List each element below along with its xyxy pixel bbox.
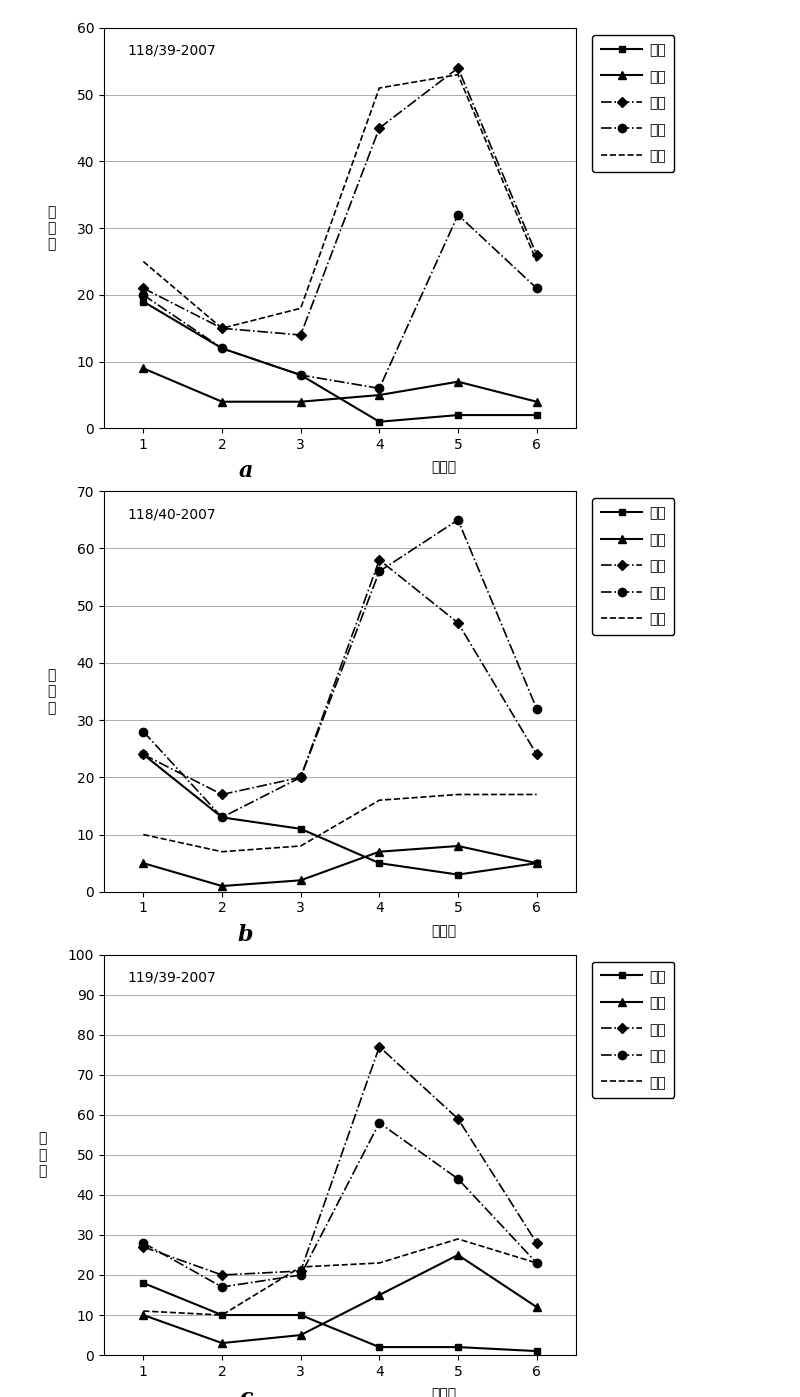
Text: 波段值: 波段值: [431, 923, 457, 937]
Legend: 水体, 阴影, 建筑, 农地, 森林: 水体, 阴影, 建筑, 农地, 森林: [592, 35, 674, 172]
Text: 波段值: 波段值: [431, 1387, 457, 1397]
Y-axis label: 亮
度
值: 亮 度 值: [47, 668, 56, 715]
Y-axis label: 亮
度
值: 亮 度 值: [47, 205, 56, 251]
Y-axis label: 亮
度
值: 亮 度 值: [38, 1132, 47, 1178]
Legend: 水体, 阴影, 建筑, 农地, 森林: 水体, 阴影, 建筑, 农地, 森林: [592, 961, 674, 1098]
Legend: 水体, 阴影, 建筑, 农地, 森林: 水体, 阴影, 建筑, 农地, 森林: [592, 499, 674, 634]
Text: b: b: [238, 923, 254, 946]
Text: 118/40-2007: 118/40-2007: [128, 507, 216, 521]
Text: 波段值: 波段值: [431, 461, 457, 475]
Text: a: a: [238, 461, 253, 482]
Text: 118/39-2007: 118/39-2007: [128, 43, 216, 57]
Text: 119/39-2007: 119/39-2007: [128, 971, 216, 985]
Text: c: c: [239, 1387, 252, 1397]
